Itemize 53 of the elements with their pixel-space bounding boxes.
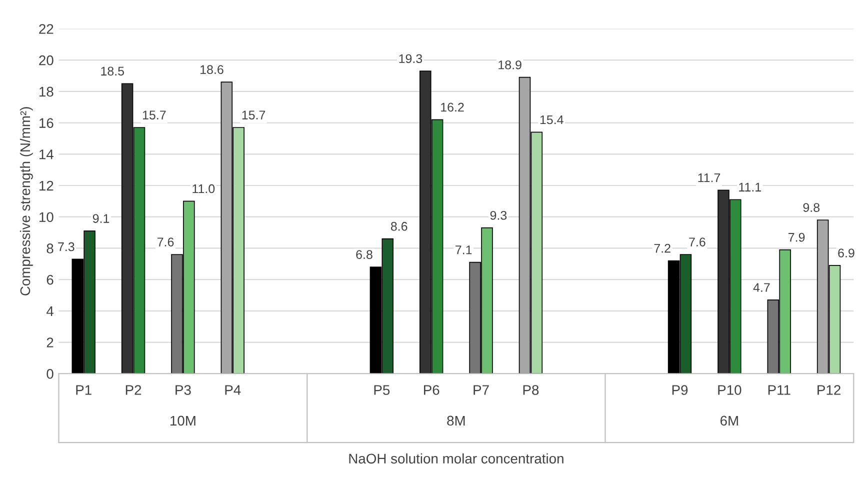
y-tick-label: 16: [40, 118, 54, 128]
data-label: 15.4: [540, 115, 564, 124]
data-label: 11.0: [192, 184, 215, 194]
data-label: 7.2: [654, 244, 670, 253]
y-tick-label: 4: [46, 306, 54, 316]
y-tick-label: 2: [46, 338, 54, 348]
text: 8M: [447, 416, 465, 426]
x-tick-label: P4: [225, 385, 241, 395]
data-label: 6.8: [356, 250, 372, 259]
y-tick-label: 0: [46, 368, 54, 379]
data-label: 9.8: [803, 203, 820, 212]
data-label: 15.7: [242, 110, 266, 120]
x-tick-label: P3: [176, 385, 191, 395]
data-label: 15.7: [142, 110, 166, 120]
y-tick-label: 20: [39, 55, 54, 66]
data-label: 19.3: [399, 54, 422, 64]
x-tick-label: P2: [126, 385, 142, 395]
x-tick-label: P8: [523, 385, 539, 395]
y-axis-title: Compressive strength (N/mm²): [20, 107, 33, 296]
x-tick-label: P9: [672, 385, 688, 395]
x-tick-label: P1: [76, 385, 92, 395]
data-label: 7.1: [456, 246, 472, 254]
data-label: 11.1: [739, 182, 761, 192]
text: 6M: [720, 416, 738, 426]
data-label: 9.3: [490, 210, 507, 220]
data-label: 6.9: [838, 248, 854, 258]
data-label: 8.6: [390, 222, 408, 231]
data-label: 11.7: [698, 173, 720, 182]
y-tick-label: 22: [39, 24, 54, 34]
y-tick-label: 18: [40, 86, 54, 97]
data-label: 16.2: [441, 102, 464, 112]
x-axis-title: NaOH solution molar concentration: [349, 453, 564, 464]
text: 10M: [170, 416, 196, 426]
y-tick-label: 10: [40, 212, 54, 222]
data-label: 7.6: [157, 238, 174, 246]
x-tick-label: P11: [768, 385, 790, 395]
data-label: 18.6: [200, 65, 224, 74]
data-label: 18.9: [498, 60, 522, 70]
data-label: 18.5: [101, 66, 124, 76]
data-label: 9.1: [92, 214, 110, 223]
x-tick-label: P7: [474, 385, 489, 395]
x-tick-label: P5: [374, 385, 390, 395]
data-label: 7.3: [58, 242, 74, 252]
data-label: 4.7: [753, 283, 770, 292]
y-tick-label: 8: [46, 244, 54, 254]
y-tick-label: 6: [46, 274, 54, 285]
data-label: 7.6: [689, 238, 706, 246]
x-tick-label: P12: [818, 385, 840, 395]
y-tick-label: 14: [40, 150, 54, 160]
data-label: 7.9: [788, 232, 805, 242]
x-tick-label: P6: [424, 385, 440, 395]
x-tick-label: P10: [718, 385, 742, 395]
y-tick-label: 12: [40, 180, 54, 191]
